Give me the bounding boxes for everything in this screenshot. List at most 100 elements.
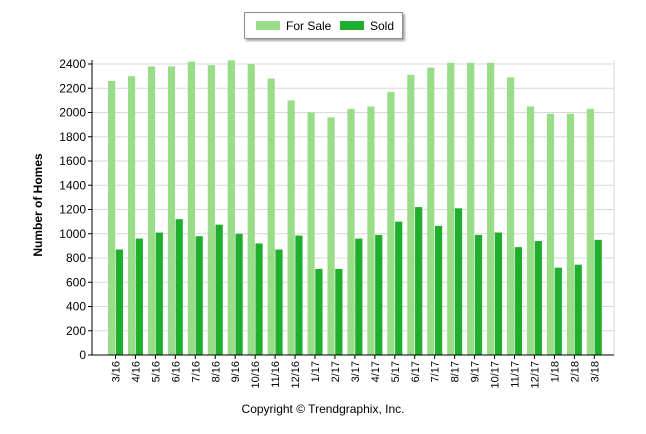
bar-for-sale-9-16 [227, 60, 235, 356]
x-tick-label-3-18: 3/18 [589, 361, 601, 382]
y-tick-label-1800: 1800 [59, 130, 86, 144]
legend-label-for-sale: For Sale [286, 19, 332, 33]
bar-sold-5-17 [395, 221, 403, 355]
bar-for-sale-10-17 [487, 62, 495, 355]
bar-sold-11-16 [275, 249, 283, 355]
legend-swatch-sold [340, 21, 364, 31]
x-tick-label-10-16: 10/16 [250, 361, 262, 389]
y-tick-label-1200: 1200 [59, 203, 86, 217]
bar-for-sale-11-17 [507, 77, 515, 356]
bar-for-sale-5-17 [387, 91, 395, 355]
bar-sold-6-16 [175, 219, 183, 355]
y-axis: 0 200 400 600 800 1000 1200 1400 1600 1800 2000 220… [59, 57, 93, 362]
bar-sold-11-17 [514, 247, 522, 355]
x-tick-label-6-17: 6/17 [410, 361, 422, 382]
bar-for-sale-10-16 [247, 64, 255, 355]
y-tick-label-1400: 1400 [59, 178, 86, 192]
bar-sold-5-16 [155, 232, 163, 355]
bar-for-sale-3-17 [347, 108, 355, 355]
bar-sold-2-18 [574, 264, 582, 355]
bar-sold-8-17 [454, 208, 463, 355]
y-tick-label-400: 400 [66, 300, 86, 314]
x-tick-label-3-17: 3/17 [350, 361, 362, 382]
bar-for-sale-1-18 [546, 113, 555, 356]
y-tick-label-1000: 1000 [59, 227, 86, 241]
bar-sold-4-17 [375, 234, 383, 355]
bar-for-sale-12-17 [526, 106, 535, 355]
bar-for-sale-7-16 [187, 61, 195, 355]
x-tick-label-12-17: 12/17 [529, 361, 541, 389]
x-tick-label-3-16: 3/16 [111, 361, 123, 382]
x-tick-label-9-16: 9/16 [230, 361, 242, 382]
bar-sold-7-16 [195, 236, 203, 355]
bar-for-sale-12-16 [287, 100, 295, 355]
legend-item-for-sale: For Sale [256, 19, 331, 33]
x-tick-label-5-17: 5/17 [390, 361, 402, 382]
x-tick-label-2-18: 2/18 [569, 361, 581, 382]
bar-for-sale-5-16 [147, 66, 156, 356]
bar-for-sale-6-17 [407, 74, 415, 355]
x-axis: 3/16 4/16 5/16 6/16 7/16 8/16 9/16 10/16 11/16 12… [92, 354, 614, 389]
bar-sold-10-16 [255, 243, 263, 355]
x-tick-label-8-17: 8/17 [450, 361, 462, 382]
x-tick-label-1-17: 1/17 [310, 361, 322, 382]
bar-sold-6-17 [415, 207, 423, 355]
bar-for-sale-4-17 [367, 106, 375, 355]
legend-item-sold: Sold [340, 19, 394, 33]
bar-for-sale-8-17 [447, 62, 455, 355]
bar-sold-2-17 [335, 268, 343, 355]
legend-label-sold: Sold [370, 19, 395, 33]
x-tick-label-2-17: 2/17 [330, 361, 342, 382]
bar-for-sale-1-17 [307, 112, 315, 355]
bar-sold-8-16 [215, 224, 223, 355]
bar-for-sale-9-17 [467, 62, 475, 355]
y-tick-label-200: 200 [66, 324, 86, 338]
bar-for-sale-3-16 [108, 80, 116, 355]
y-tick-label-1600: 1600 [59, 154, 86, 168]
x-tick-label-12-16: 12/16 [290, 361, 302, 389]
bar-sold-1-17 [315, 268, 323, 355]
copyright-text: Copyright © Trendgraphix, Inc. [241, 402, 405, 416]
x-tick-label-5-16: 5/16 [150, 361, 162, 382]
x-tick-label-6-16: 6/16 [170, 361, 182, 382]
bar-sold-9-17 [474, 234, 483, 355]
x-tick-label-11-16: 11/16 [270, 361, 282, 388]
x-tick-label-1-18: 1/18 [549, 361, 561, 382]
legend: For Sale Sold [244, 12, 403, 39]
y-tick-label-2200: 2200 [59, 81, 86, 95]
x-tick-label-9-17: 9/17 [470, 361, 482, 382]
bar-sold-9-16 [235, 233, 243, 355]
x-tick-label-7-17: 7/17 [430, 361, 442, 382]
bar-sold-12-16 [295, 235, 303, 355]
bars [108, 60, 602, 356]
y-tick-label-2000: 2000 [59, 106, 86, 120]
bar-sold-3-18 [594, 239, 602, 355]
x-tick-label-11-17: 11/17 [510, 361, 522, 388]
x-tick-label-4-16: 4/16 [130, 361, 142, 382]
bar-for-sale-2-18 [566, 113, 575, 356]
y-tick-label-800: 800 [66, 251, 86, 265]
bar-for-sale-4-16 [127, 76, 136, 355]
bar-for-sale-6-16 [167, 66, 176, 356]
legend-swatch-for-sale [256, 21, 280, 31]
bar-sold-10-17 [494, 232, 503, 355]
y-tick-label-0: 0 [79, 348, 86, 362]
bar-for-sale-11-16 [267, 78, 275, 356]
x-tick-label-4-17: 4/17 [370, 361, 382, 382]
bar-for-sale-3-18 [586, 108, 594, 355]
bar-for-sale-2-17 [327, 117, 335, 355]
bar-for-sale-7-17 [427, 67, 435, 355]
x-tick-label-10-17: 10/17 [490, 361, 502, 389]
bar-sold-3-17 [355, 238, 363, 355]
y-tick-label-2400: 2400 [59, 57, 86, 71]
y-tick-label-600: 600 [66, 275, 86, 289]
bar-sold-1-18 [554, 267, 562, 355]
bar-sold-3-16 [115, 249, 123, 355]
y-axis-label: Number of Homes [31, 153, 45, 257]
bar-for-sale-8-16 [207, 65, 215, 356]
x-tick-label-7-16: 7/16 [190, 361, 202, 382]
bar-sold-12-17 [534, 241, 542, 355]
bar-sold-4-16 [135, 238, 143, 355]
x-tick-label-8-16: 8/16 [210, 361, 222, 382]
